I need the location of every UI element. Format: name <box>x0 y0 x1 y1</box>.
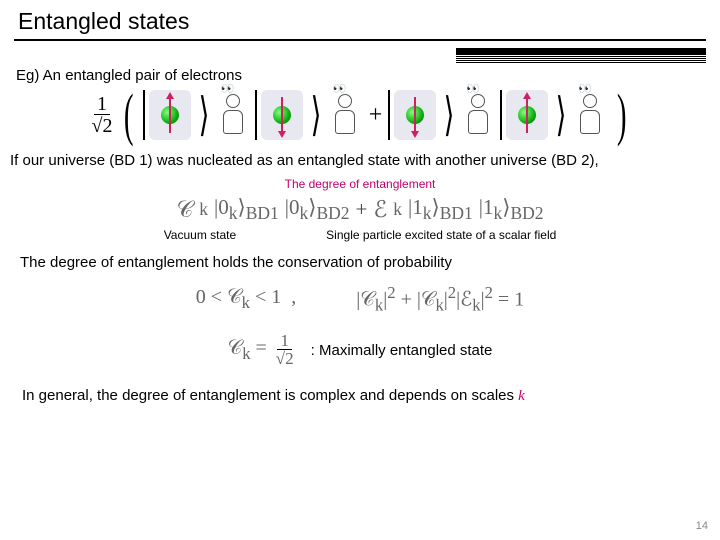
prob-sum: |𝒞k|2 + |𝒞k|2|ℰk|2 = 1 <box>356 283 524 316</box>
plus-sign: + <box>367 102 385 129</box>
prefactor-fraction: 1 √2 <box>89 94 116 137</box>
universe-statement: If our universe (BD 1) was nucleated as … <box>0 152 720 169</box>
page-title: Entangled states <box>0 0 720 35</box>
ket-angle: ⟩ <box>444 97 455 134</box>
ket: |0k⟩BD1 <box>214 195 279 224</box>
general-text: In general, the degree of entanglement i… <box>0 387 720 405</box>
ket-bar <box>255 90 257 140</box>
frac-den: √2 <box>89 115 116 137</box>
sub-k: k <box>199 199 208 220</box>
example-label: Eg) An entangled pair of electrons <box>0 67 720 84</box>
ket-bar <box>388 90 390 140</box>
maximally-label: : Maximally entangled state <box>311 342 493 359</box>
vacuum-label: Vacuum state <box>164 228 236 242</box>
state-formula: 𝒞k |0k⟩BD1 |0k⟩BD2 + ℰk |1k⟩BD1 |1k⟩BD2 <box>0 195 720 224</box>
degree-label: The degree of entanglement <box>285 177 436 191</box>
page-number: 14 <box>696 520 708 532</box>
sub-k: k <box>393 199 402 220</box>
plus-sign: + <box>356 197 368 222</box>
frac-num: 1 <box>277 332 292 350</box>
ket-bar <box>143 90 145 140</box>
ket-angle: ⟩ <box>556 97 567 134</box>
probability-formula: 0 < 𝒞k < 1 , |𝒞k|2 + |𝒞k|2|ℰk|2 = 1 <box>0 283 720 316</box>
electron-spin-down <box>394 90 436 140</box>
frac-num: 1 <box>94 94 110 115</box>
coeff-e: ℰ <box>373 197 387 223</box>
electron-spin-up <box>149 90 191 140</box>
electron-spin-down <box>261 90 303 140</box>
ket-bar <box>500 90 502 140</box>
prob-range: 0 < 𝒞k < 1 , <box>196 286 296 313</box>
open-paren: ( <box>124 92 134 138</box>
ket-angle: ⟩ <box>198 97 209 134</box>
observer-icon: 👀 <box>462 92 496 138</box>
observer-icon: 👀 <box>574 92 608 138</box>
ket: |1k⟩BD2 <box>479 195 544 224</box>
ket-angle: ⟩ <box>310 97 321 134</box>
ket: |1k⟩BD1 <box>408 195 473 224</box>
conservation-text: The degree of entanglement holds the con… <box>0 254 720 271</box>
excited-label: Single particle excited state of a scala… <box>326 228 556 242</box>
electron-diagram: 1 √2 ( ⟩ 👀 ⟩ 👀 + ⟩ 👀 ⟩ 👀 ) <box>80 90 640 140</box>
max-formula: 𝒞k = 1 √2 <box>228 332 297 369</box>
ket: |0k⟩BD2 <box>285 195 350 224</box>
frac-den: √2 <box>273 350 297 369</box>
electron-spin-up <box>506 90 548 140</box>
observer-icon: 👀 <box>329 92 363 138</box>
coeff-c: 𝒞 <box>177 197 194 223</box>
observer-icon: 👀 <box>217 92 251 138</box>
corner-decoration <box>456 48 706 63</box>
close-paren: ) <box>617 92 627 138</box>
scale-variable: k <box>518 388 525 404</box>
